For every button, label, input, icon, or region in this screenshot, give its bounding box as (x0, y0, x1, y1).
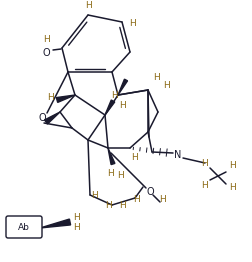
Text: H: H (201, 182, 207, 190)
Text: H: H (153, 74, 159, 83)
Text: H: H (107, 168, 113, 177)
Text: Ab: Ab (18, 222, 30, 232)
Polygon shape (40, 219, 71, 228)
Text: H: H (105, 200, 111, 210)
Text: O: O (42, 48, 50, 58)
Text: H: H (73, 223, 79, 232)
Polygon shape (105, 100, 115, 115)
Text: H: H (117, 172, 123, 181)
Text: H: H (44, 35, 50, 45)
Text: H: H (86, 2, 92, 10)
Text: H: H (133, 195, 139, 205)
FancyBboxPatch shape (6, 216, 42, 238)
Text: H: H (229, 183, 235, 193)
Text: H: H (130, 19, 136, 29)
Text: N: N (174, 150, 182, 160)
Text: H: H (132, 154, 138, 162)
Polygon shape (45, 112, 60, 124)
Text: H: H (47, 92, 53, 101)
Text: H: H (73, 212, 79, 221)
Text: H: H (163, 80, 169, 90)
Text: O: O (38, 113, 46, 123)
Text: H: H (159, 195, 165, 205)
Text: H: H (120, 101, 126, 110)
Text: H: H (112, 90, 118, 100)
Text: H: H (201, 160, 207, 168)
Polygon shape (56, 95, 75, 102)
Polygon shape (108, 148, 115, 165)
Text: H: H (92, 190, 98, 199)
Text: H: H (229, 161, 235, 171)
Text: O: O (146, 187, 154, 197)
Text: H: H (119, 200, 125, 210)
Polygon shape (118, 79, 128, 95)
